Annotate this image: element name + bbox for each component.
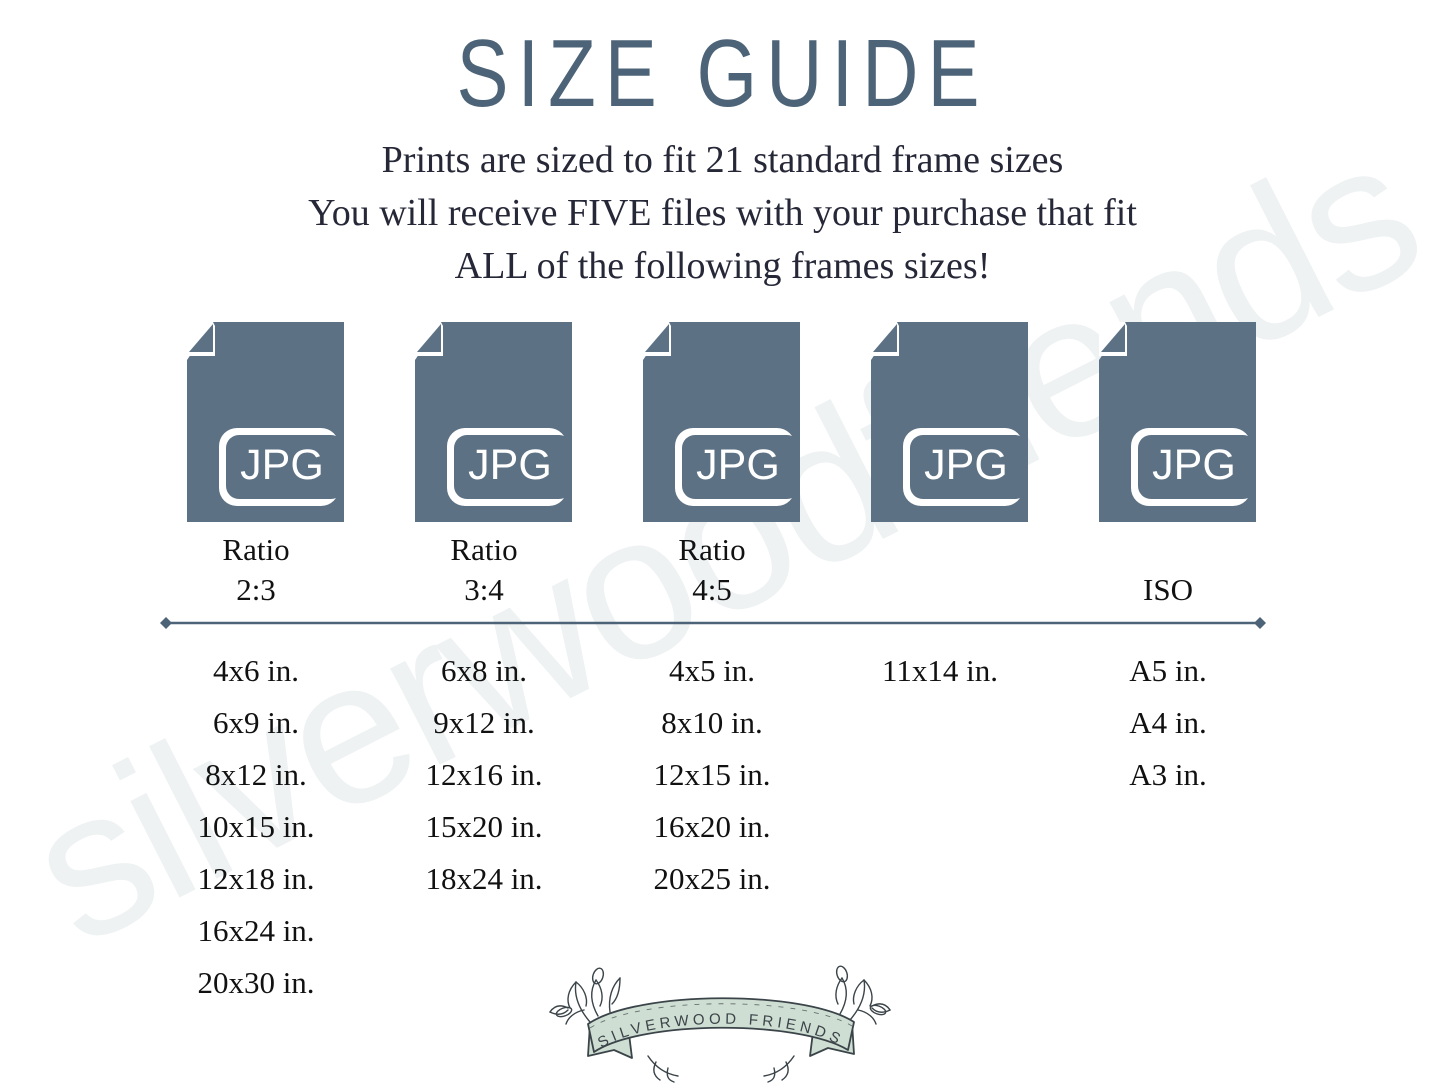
size-item: 9x12 in. <box>433 705 535 740</box>
jpg-file-icon: JPG <box>186 322 344 522</box>
page-title: SIZE GUIDE <box>456 19 989 127</box>
ratio-label-col-2: Ratio 3:4 <box>390 530 578 610</box>
ratio-word: Ratio <box>678 532 746 567</box>
subtitle-block: Prints are sized to fit 21 standard fram… <box>0 134 1445 293</box>
size-item: 12x16 in. <box>425 757 543 792</box>
size-item: A4 in. <box>1129 705 1207 740</box>
jpg-label: JPG <box>1152 441 1236 489</box>
size-item: 16x24 in. <box>197 913 315 948</box>
size-column-other: 11x14 in. <box>846 645 1034 1009</box>
subtitle-line-3: ALL of the following frames sizes! <box>454 245 991 287</box>
size-item: 15x20 in. <box>425 809 543 844</box>
brand-logo: SILVERWOOD FRIENDS <box>528 964 918 1084</box>
size-item: 10x15 in. <box>197 809 315 844</box>
jpg-label: JPG <box>696 441 780 489</box>
jpg-file-icon: JPG <box>414 322 572 522</box>
subtitle-line-1: Prints are sized to fit 21 standard fram… <box>381 139 1064 181</box>
size-item: 11x14 in. <box>882 653 998 688</box>
size-item: 6x8 in. <box>440 653 528 688</box>
size-item: A5 in. <box>1129 653 1207 688</box>
size-item: 12x15 in. <box>653 757 771 792</box>
ratio-word: Ratio <box>450 532 518 567</box>
file-icon-cell: JPG <box>390 322 578 522</box>
ratio-value: 4:5 <box>692 572 732 607</box>
subtitle-line-2: You will receive FIVE files with your pu… <box>308 192 1137 234</box>
jpg-label: JPG <box>924 441 1008 489</box>
jpg-file-icon: JPG <box>642 322 800 522</box>
size-item: 18x24 in. <box>425 861 543 896</box>
jpg-label: JPG <box>240 441 324 489</box>
size-item: 16x20 in. <box>653 809 771 844</box>
size-column-ratio-4-5: 4x5 in. 8x10 in. 12x15 in. 16x20 in. 20x… <box>618 645 806 1009</box>
size-column-ratio-3-4: 6x8 in. 9x12 in. 12x16 in. 15x20 in. 18x… <box>390 645 578 1009</box>
divider <box>158 615 1268 631</box>
ratio-value: 2:3 <box>236 572 276 607</box>
file-icon-cell: JPG <box>1074 322 1262 522</box>
size-item: 12x18 in. <box>197 861 315 896</box>
size-column-ratio-2-3: 4x6 in. 6x9 in. 8x12 in. 10x15 in. 12x18… <box>162 645 350 1009</box>
banner-logo-icon: SILVERWOOD FRIENDS <box>548 965 891 1083</box>
size-item: 4x6 in. <box>212 653 300 688</box>
ratio-word: Ratio <box>222 532 290 567</box>
size-item: A3 in. <box>1129 757 1207 792</box>
size-list-row: 4x6 in. 6x9 in. 8x12 in. 10x15 in. 12x18… <box>162 645 1262 1009</box>
ratio-label-col-1: Ratio 2:3 <box>162 530 350 610</box>
ratio-label-col-4 <box>846 530 1034 610</box>
size-column-iso: A5 in. A4 in. A3 in. <box>1074 645 1262 1009</box>
divider-line-icon <box>160 617 1266 629</box>
ratio-label-col-3: Ratio 4:5 <box>618 530 806 610</box>
size-item: 6x9 in. <box>212 705 300 740</box>
file-icon-cell: JPG <box>618 322 806 522</box>
size-item: 8x10 in. <box>661 705 763 740</box>
file-icon-cell: JPG <box>162 322 350 522</box>
jpg-label: JPG <box>468 441 552 489</box>
ratio-label-row: Ratio 2:3 Ratio 3:4 Ratio 4:5 Ratio ISO <box>162 530 1262 610</box>
file-icon-row: JPG JPG <box>162 322 1262 522</box>
jpg-file-icon: JPG <box>870 322 1028 522</box>
size-item: 8x12 in. <box>205 757 307 792</box>
ratio-value: ISO <box>1143 572 1193 607</box>
size-item: 20x30 in. <box>197 965 315 1000</box>
size-item: 20x25 in. <box>653 861 771 896</box>
size-item: 4x5 in. <box>668 653 756 688</box>
file-icon-cell: JPG <box>846 322 1034 522</box>
jpg-file-icon: JPG <box>1098 322 1256 522</box>
ratio-value: 3:4 <box>464 572 504 607</box>
ratio-label-col-5: Ratio ISO <box>1074 530 1262 610</box>
